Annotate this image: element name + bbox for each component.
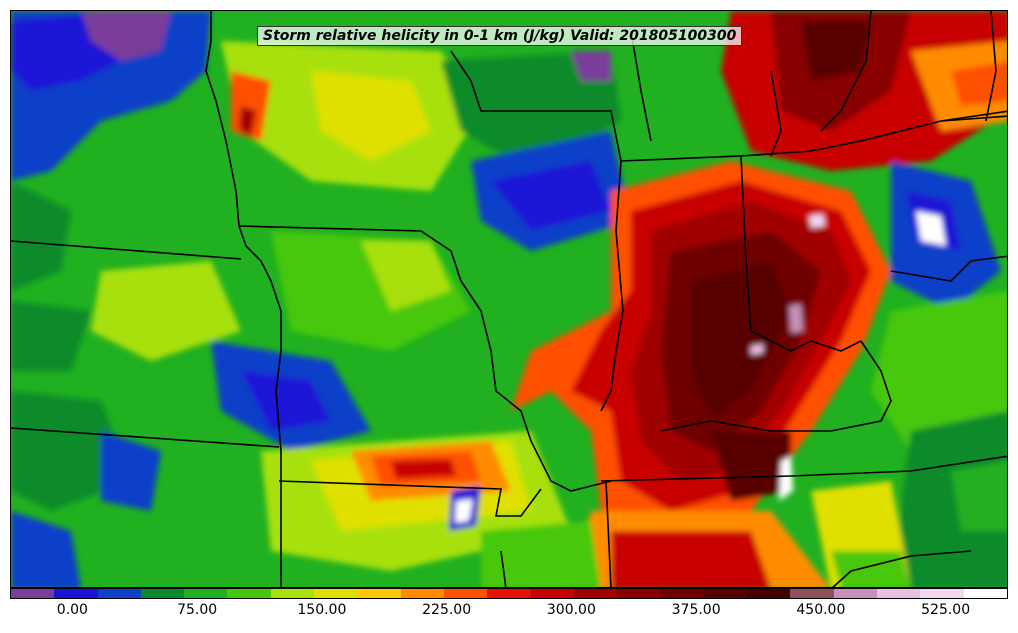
colorbar-segment <box>487 589 531 598</box>
helicity-map <box>11 11 1007 587</box>
colorbar-segment <box>876 589 921 598</box>
colorbar-segment <box>617 589 661 598</box>
colorbar-tick-label: 375.00 <box>671 602 721 618</box>
colorbar-segment <box>270 589 315 598</box>
colorbar-segment <box>184 589 228 598</box>
colorbar <box>10 588 1008 599</box>
colorbar-segment <box>963 589 1007 598</box>
map-panel: Storm relative helicity in 0-1 km (J/kg)… <box>10 10 1008 588</box>
colorbar-segment <box>573 589 618 598</box>
state-borders <box>11 11 1007 587</box>
map-title: Storm relative helicity in 0-1 km (J/kg)… <box>257 26 743 46</box>
colorbar-tick-label: 75.00 <box>177 602 218 618</box>
colorbar-segment <box>747 589 791 598</box>
colorbar-segment <box>703 589 748 598</box>
colorbar-segment <box>314 589 358 598</box>
colorbar-tick-label: 525.00 <box>921 602 971 618</box>
colorbar-tick-label: 450.00 <box>796 602 846 618</box>
colorbar-segment <box>660 589 704 598</box>
colorbar-tick-label: 300.00 <box>546 602 596 618</box>
colorbar-segment <box>400 589 444 598</box>
colorbar-segment <box>920 589 964 598</box>
colorbar-segment <box>97 589 141 598</box>
colorbar-segment <box>227 589 271 598</box>
colorbar-segment <box>11 589 55 598</box>
colorbar-segment <box>833 589 877 598</box>
colorbar-tick-label: 225.00 <box>422 602 472 618</box>
colorbar-segment <box>790 589 834 598</box>
colorbar-tick-label: 150.00 <box>297 602 347 618</box>
colorbar-segment <box>357 589 401 598</box>
helicity-field <box>11 11 1007 587</box>
colorbar-segment <box>54 589 98 598</box>
colorbar-segment <box>443 589 488 598</box>
colorbar-tick-label: 0.00 <box>56 602 88 618</box>
colorbar-labels: 0.00 75.00 150.00 225.00 300.00 375.00 450.00 5… <box>10 602 1008 624</box>
colorbar-segment <box>140 589 185 598</box>
colorbar-segment <box>530 589 574 598</box>
